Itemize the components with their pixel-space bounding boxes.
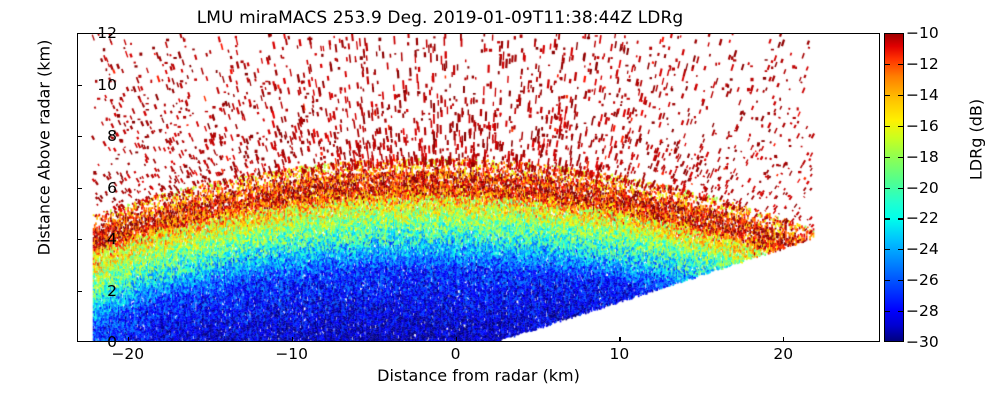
x-tick-mark [291, 336, 293, 342]
colorbar-tick-mark [898, 125, 904, 127]
y-axis-label: Distance Above radar (km) [34, 39, 54, 256]
colorbar-tick-label: −14 [906, 85, 939, 104]
y-tick-mark [77, 239, 82, 241]
colorbar-label: LDRg (dB) [966, 98, 986, 181]
colorbar-tick-mark-inner [884, 63, 890, 66]
y-tick-label: 8 [107, 127, 117, 145]
x-tick-mark [619, 336, 621, 342]
colorbar-tick-mark [898, 311, 904, 313]
x-tick-label: 20 [773, 345, 794, 363]
y-tick-label: 0 [107, 333, 117, 351]
x-tick-mark [455, 336, 457, 342]
colorbar-tick-mark [898, 218, 904, 220]
colorbar-tick-label: −24 [906, 240, 939, 259]
colorbar-tick-label: −18 [906, 147, 939, 166]
y-tick-mark [77, 290, 82, 292]
x-tick-label: 10 [609, 345, 630, 363]
colorbar-tick-label: −10 [906, 24, 939, 42]
colorbar-tick-mark-inner [884, 156, 890, 158]
colorbar-tick-mark [898, 187, 904, 189]
colorbar-tick-mark-inner [884, 187, 890, 189]
y-tick-label: 2 [107, 281, 117, 300]
colorbar-tick-label: −20 [906, 178, 939, 197]
radar-rhi-heatmap [78, 34, 879, 341]
colorbar-tick-mark-inner [884, 94, 890, 96]
colorbar-tick-mark [898, 280, 904, 282]
x-axis-label: Distance from radar (km) [377, 366, 580, 385]
y-tick-label: 4 [107, 230, 117, 248]
colorbar-tick-label: −28 [906, 302, 939, 321]
x-tick-label: 0 [450, 345, 461, 363]
colorbar-tick-label: −12 [906, 54, 939, 73]
y-tick-label: 10 [97, 75, 117, 94]
colorbar-tick-mark [898, 63, 904, 66]
y-tick-mark [77, 84, 82, 86]
colorbar-tick-mark-inner [884, 218, 890, 220]
colorbar-tick-label: −30 [906, 333, 939, 351]
colorbar-tick-mark-inner [884, 125, 890, 127]
colorbar-tick-mark [898, 156, 904, 158]
colorbar-tick-label: −16 [906, 116, 939, 135]
x-tick-mark [127, 336, 129, 342]
colorbar-tick-mark [898, 94, 904, 96]
colorbar-tick-label: −22 [906, 209, 939, 228]
y-tick-mark [77, 187, 82, 189]
colorbar-tick-mark-inner [884, 280, 890, 282]
colorbar-tick-mark [898, 249, 904, 251]
colorbar-tick-mark-inner [884, 311, 890, 313]
x-tick-label: −20 [111, 345, 145, 363]
x-tick-label: −10 [275, 345, 309, 363]
y-tick-mark [77, 136, 82, 138]
y-tick-label: 6 [107, 178, 117, 197]
colorbar-tick-label: −26 [906, 271, 939, 290]
plot-axes [77, 33, 880, 342]
x-tick-mark [783, 336, 785, 342]
y-tick-label: 12 [97, 24, 117, 42]
figure-title: LMU miraMACS 253.9 Deg. 2019-01-09T11:38… [196, 8, 684, 28]
colorbar-tick-mark-inner [884, 249, 890, 251]
